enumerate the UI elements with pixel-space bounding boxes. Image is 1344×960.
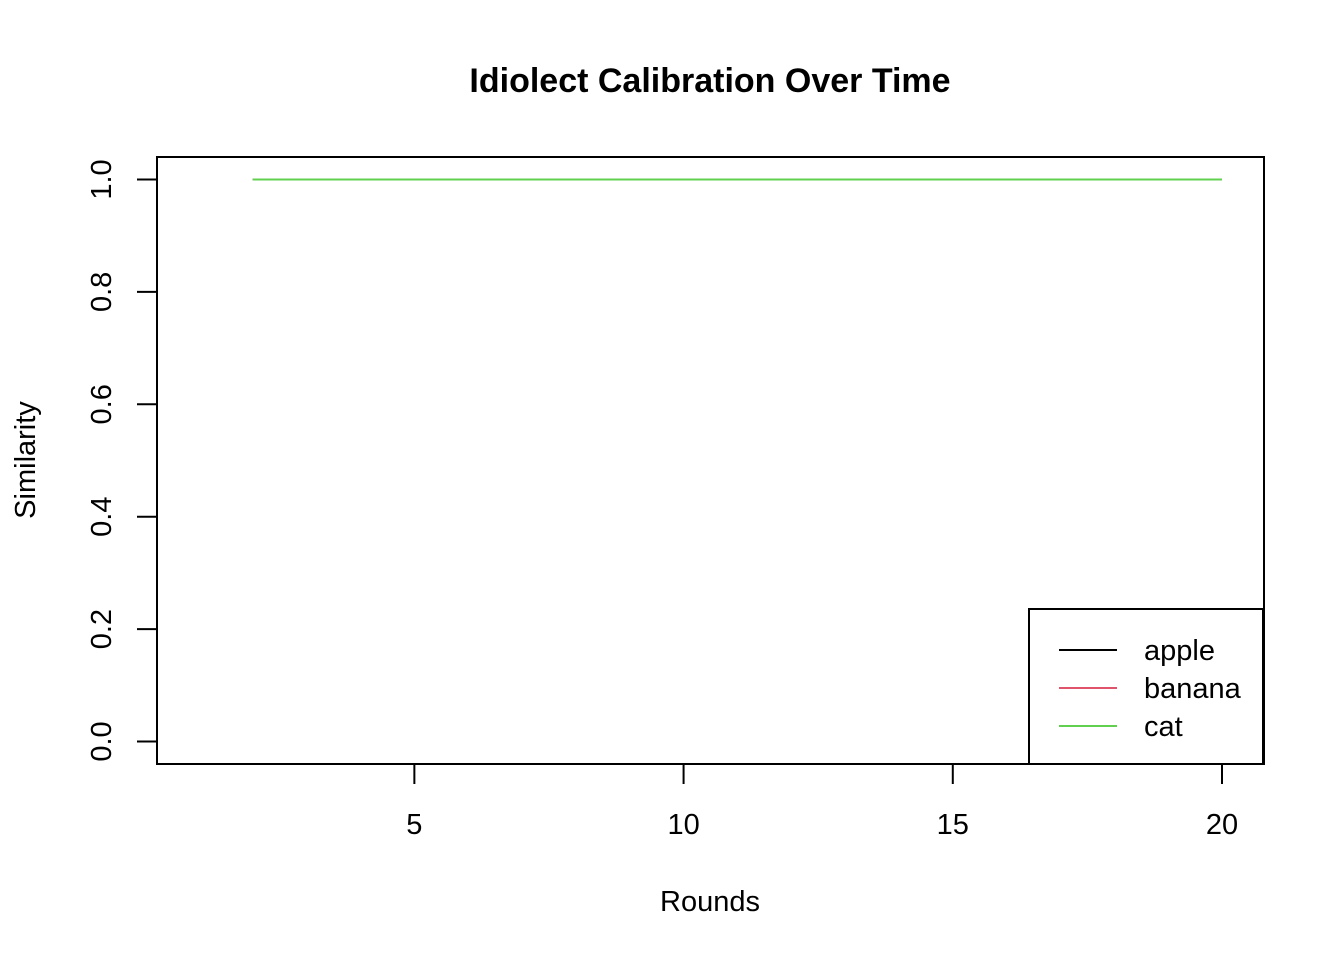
y-tick-label: 0.4 bbox=[86, 497, 118, 537]
legend-box bbox=[1028, 608, 1264, 765]
x-axis: 5 10 15 20 bbox=[406, 764, 1238, 841]
x-tick-label: 5 bbox=[406, 809, 422, 841]
legend-label-banana: banana bbox=[1144, 673, 1242, 705]
y-axis-label: Similarity bbox=[10, 401, 42, 519]
x-tick-label: 10 bbox=[667, 809, 699, 841]
plot-frame bbox=[156, 156, 1265, 765]
legend-label-cat: cat bbox=[1144, 711, 1183, 743]
x-tick-label: 20 bbox=[1206, 809, 1238, 841]
y-tick-label: 0.0 bbox=[86, 721, 118, 761]
x-tick-label: 15 bbox=[937, 809, 969, 841]
y-tick-label: 0.8 bbox=[86, 272, 118, 312]
legend: apple banana cat bbox=[1028, 608, 1264, 765]
y-axis: 0.0 0.2 0.4 0.6 0.8 1.0 bbox=[86, 159, 157, 762]
legend-label-apple: apple bbox=[1144, 635, 1215, 667]
y-tick-label: 0.6 bbox=[86, 384, 118, 424]
y-tick-label: 0.2 bbox=[86, 609, 118, 649]
y-tick-label: 1.0 bbox=[86, 159, 118, 199]
chart-title: Idiolect Calibration Over Time bbox=[469, 62, 950, 100]
x-axis-label: Rounds bbox=[660, 886, 760, 918]
